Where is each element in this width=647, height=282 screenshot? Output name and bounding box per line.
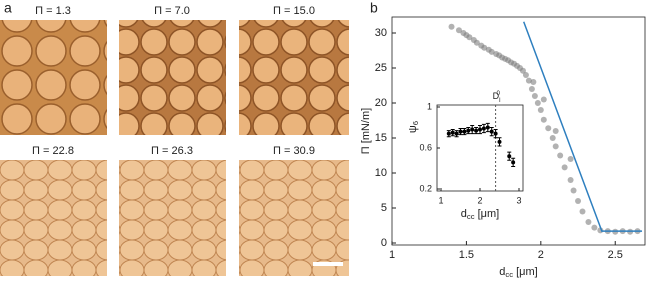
data-point	[522, 72, 529, 78]
afm-image	[239, 160, 349, 276]
axis-label-unit: [μm]	[478, 208, 500, 220]
data-point	[534, 100, 541, 106]
image-label: Π = 15.0	[273, 5, 315, 17]
data-point	[579, 208, 586, 215]
image-grid	[0, 20, 349, 276]
axis-label-sub: cc	[505, 270, 513, 279]
data-point	[540, 116, 547, 123]
y-tick-label: 20	[375, 97, 387, 109]
data-point	[488, 48, 495, 55]
y-tick-label: 0.6	[419, 142, 432, 152]
image-label: Π = 7.0	[154, 5, 190, 17]
x-tick-label: 2	[538, 249, 544, 261]
plot-area	[436, 104, 524, 192]
data-point	[450, 130, 455, 135]
y-tick-label: 5	[381, 202, 387, 214]
axis-label: Π [mN/m]	[360, 108, 372, 154]
afm-image	[119, 20, 226, 135]
data-point	[497, 139, 502, 144]
data-point	[552, 128, 559, 134]
y-tick-label: 0	[381, 237, 387, 249]
data-point	[545, 125, 552, 132]
data-point	[454, 131, 459, 136]
data-point	[552, 143, 559, 150]
data-point	[597, 227, 604, 234]
data-point	[537, 107, 544, 113]
data-point	[530, 79, 537, 85]
image-label: Π = 30.9	[273, 145, 315, 157]
chart: 1 2 3 0.2 0.6 1 dcc [μm] ψ6 Dl0	[407, 90, 524, 221]
axis-label: ψ6	[407, 121, 420, 133]
data-point	[507, 154, 512, 159]
data-point	[481, 126, 486, 131]
y-tick-label: 25	[375, 62, 387, 74]
axis-label-part: d	[461, 208, 467, 220]
image-label: Π = 26.3	[151, 145, 193, 157]
x-tick-label: 1	[389, 249, 395, 261]
afm-image	[0, 160, 107, 276]
data-point	[567, 156, 574, 162]
data-point	[481, 44, 488, 51]
panel-letter: a	[4, 0, 12, 16]
data-point	[485, 125, 490, 130]
data-point	[519, 67, 526, 74]
data-point	[462, 129, 467, 134]
image-label: Π = 22.8	[32, 145, 74, 157]
data-point	[448, 23, 455, 30]
fit-line	[523, 21, 643, 232]
y-tick-label: 15	[375, 132, 387, 144]
data-point	[567, 177, 574, 183]
scale-bar	[313, 262, 343, 266]
axis-label: dcc [μm]	[499, 266, 537, 279]
data-point	[511, 160, 516, 165]
data-point	[446, 131, 451, 136]
axis-label-part: Π [mN/m]	[360, 108, 372, 154]
reference-label-part: l	[499, 97, 500, 104]
data-point	[591, 224, 598, 231]
y-tick-label: 10	[375, 167, 387, 179]
data-point	[493, 131, 498, 136]
data-point	[557, 152, 564, 159]
afm-image	[119, 160, 226, 276]
data-point	[478, 127, 482, 132]
axis-label-unit: [μm]	[516, 266, 538, 278]
data-point	[575, 198, 582, 204]
data-point	[561, 164, 568, 171]
data-point	[549, 135, 556, 141]
axis-label-part: d	[499, 266, 505, 278]
axis-label-sub: cc	[467, 212, 475, 221]
data-point	[528, 86, 535, 92]
y-tick-label: 30	[375, 27, 387, 39]
data-point	[470, 127, 475, 132]
x-tick-label: 2	[477, 195, 482, 205]
reference-label-part: 0	[497, 90, 501, 97]
data-point	[531, 93, 538, 99]
panel-letter: b	[370, 0, 378, 16]
axis-label-sub: 6	[411, 121, 420, 125]
data-point	[455, 27, 462, 34]
axis-label: dcc [μm]	[461, 208, 499, 221]
reference-label: Dl0	[493, 90, 501, 104]
afm-image	[0, 20, 107, 135]
data-point	[466, 128, 471, 133]
reference-label-part: D	[493, 91, 500, 101]
axis-label-part: ψ	[407, 125, 419, 133]
data-point	[489, 129, 494, 134]
afm-image	[239, 20, 349, 135]
data-point	[540, 96, 547, 103]
data-point	[473, 39, 480, 46]
x-tick-label: 3	[516, 195, 521, 205]
x-tick-label: 1.5	[459, 249, 474, 261]
data-point	[474, 128, 479, 133]
y-tick-label: 1	[427, 101, 432, 111]
x-tick-label: 1	[438, 195, 443, 205]
data-point	[458, 129, 463, 134]
data-point	[570, 187, 577, 194]
data-point	[466, 34, 473, 41]
y-tick-label: 0.2	[419, 183, 432, 193]
x-tick-label: 2.5	[608, 249, 623, 261]
image-label: Π = 1.3	[35, 5, 71, 17]
data-point	[585, 219, 592, 225]
